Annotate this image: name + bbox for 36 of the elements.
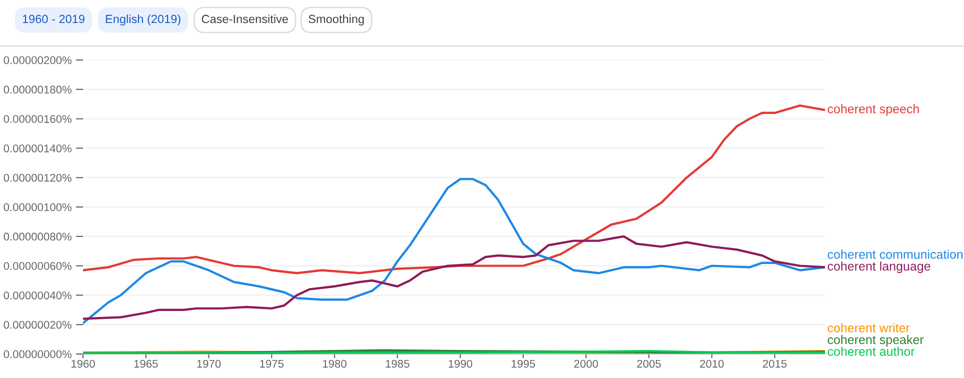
- x-tick-label: 2015: [762, 360, 787, 368]
- x-tick-label: 2010: [700, 360, 724, 368]
- x-tick-label: 2005: [637, 360, 661, 368]
- line-series: [83, 104, 825, 274]
- y-tick-label: 0.00000180%: [4, 86, 72, 94]
- line-series: [83, 235, 825, 320]
- y-tick-label: 0.00000100%: [4, 203, 72, 212]
- series-label: coherent speaker: [828, 334, 924, 347]
- text: Case-Insensitive: [202, 14, 288, 24]
- y-tick-label: 0.00000120%: [4, 174, 72, 182]
- series-label: coherent author: [828, 346, 915, 356]
- series-label: coherent speech: [828, 104, 919, 116]
- series-label: coherent writer: [828, 323, 910, 332]
- line-series: [83, 178, 825, 324]
- x-tick-label: 1975: [260, 360, 284, 368]
- text: Smoothing: [308, 14, 364, 26]
- y-tick-label: 0.00000160%: [4, 115, 72, 123]
- text: English (2019): [106, 14, 180, 26]
- y-tick-label: 0.00000140%: [4, 144, 72, 152]
- y-tick-label: 0.00000020%: [4, 320, 72, 329]
- text: 1960 - 2019: [22, 14, 84, 24]
- series-label: coherent language: [828, 261, 930, 274]
- series-label: coherent communication: [828, 250, 963, 259]
- y-tick-label: 0.00000080%: [4, 232, 72, 241]
- x-tick-label: 1985: [386, 360, 410, 368]
- x-tick-label: 1990: [448, 360, 472, 368]
- x-tick-label: 1995: [512, 360, 536, 368]
- x-tick-label: 1960: [71, 360, 95, 368]
- y-tick-label: 0.00000000%: [4, 350, 72, 358]
- y-tick-label: 0.00000040%: [4, 291, 72, 300]
- x-tick-label: 2000: [574, 360, 598, 368]
- y-tick-label: 0.00000060%: [4, 262, 72, 270]
- x-tick-label: 1970: [197, 360, 221, 368]
- x-tick-label: 1980: [323, 360, 346, 368]
- y-tick-label: 0.00000200%: [4, 56, 72, 64]
- x-tick-label: 1965: [134, 360, 158, 368]
